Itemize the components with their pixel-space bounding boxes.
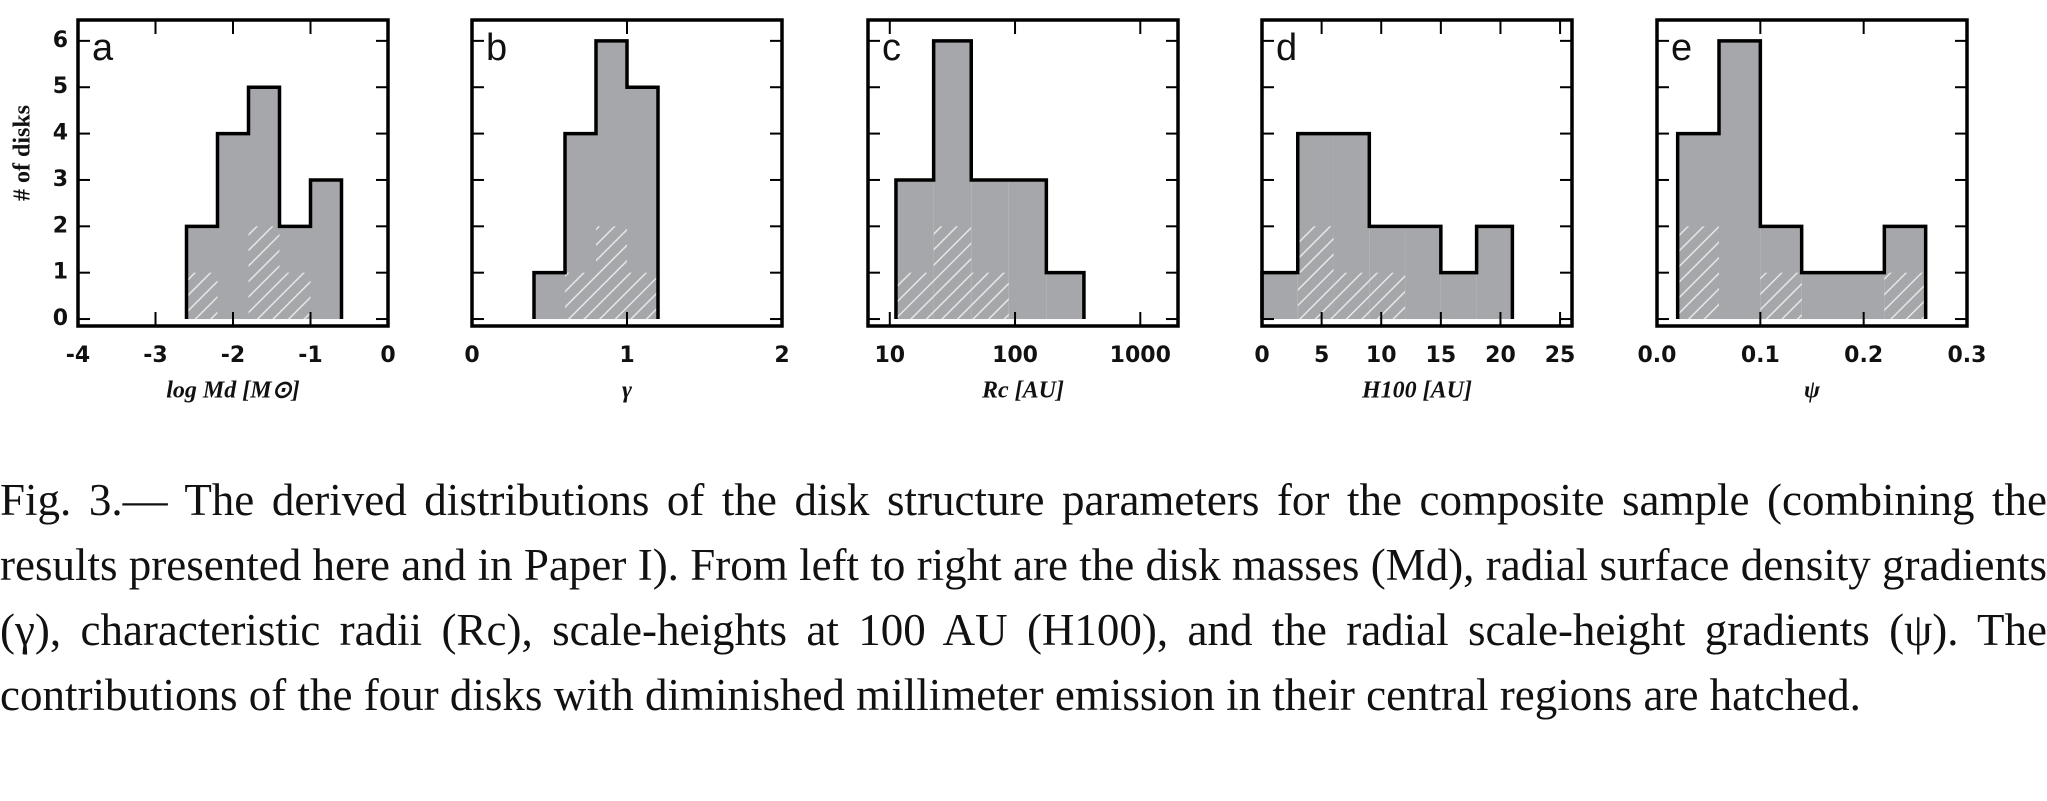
x-tick-label: -4 — [66, 343, 90, 368]
hatched-bar — [248, 226, 280, 320]
frame — [1655, 18, 1969, 328]
hatched-bar — [971, 272, 1009, 320]
x-tick-label: 1000 — [1110, 343, 1171, 368]
bar — [1262, 272, 1298, 320]
bar — [1476, 226, 1513, 320]
x-tick-label: 0.3 — [1948, 343, 1987, 368]
panel-letter: d — [1276, 27, 1297, 69]
histogram-outline — [894, 39, 1086, 320]
frame — [470, 18, 784, 328]
y-tick-label: 0 — [53, 306, 68, 331]
bar — [1046, 272, 1084, 320]
y-tick-label: 5 — [53, 74, 68, 99]
histogram-outline — [1260, 131, 1515, 320]
hatched-bar — [565, 272, 596, 320]
hatched-bar — [1333, 272, 1370, 320]
x-axis-label: Rc [AU] — [981, 378, 1064, 404]
bar — [534, 272, 565, 320]
x-tick-label: 0.0 — [1638, 343, 1677, 368]
x-tick-label: 25 — [1545, 343, 1576, 368]
bar — [1719, 40, 1761, 320]
bar — [1440, 272, 1477, 320]
histogram-outline — [1675, 39, 1928, 320]
bar — [1405, 226, 1441, 320]
histogram-outline — [184, 85, 344, 320]
bar — [1008, 179, 1047, 320]
bar — [217, 133, 249, 320]
x-tick-label: 10 — [874, 343, 905, 368]
x-tick-label: -2 — [221, 343, 245, 368]
x-tick-label: 0 — [380, 343, 395, 368]
panel-letter: e — [1671, 27, 1692, 69]
y-tick-label: 2 — [53, 213, 68, 238]
x-tick-label: -3 — [143, 343, 167, 368]
x-tick-label: 0 — [464, 343, 479, 368]
panel-letter: a — [92, 27, 114, 69]
x-tick-label: 10 — [1366, 343, 1397, 368]
x-axis-label: ψ — [1804, 378, 1821, 404]
hatched-bar — [1297, 226, 1334, 320]
x-tick-label: 0.2 — [1844, 343, 1883, 368]
hatched-bar — [933, 226, 972, 320]
hatched-bar — [627, 272, 658, 320]
bar — [1801, 272, 1843, 320]
figure: 0 1 2 3 4 5 6 -4 -3 -2 -1 0 a log Md [M⊙] # of disks 0 1… — [10, 18, 1987, 404]
bar — [310, 179, 342, 320]
y-tick-label: 1 — [53, 260, 68, 285]
frame — [1260, 18, 1574, 328]
x-tick-label: 0.1 — [1741, 343, 1780, 368]
caption: Fig. 3.— The derived distributions of th… — [0, 475, 2047, 720]
x-tick-label: -1 — [298, 343, 322, 368]
hatched-bar — [1677, 226, 1719, 320]
histogram-outline — [532, 39, 660, 320]
x-tick-label: 1 — [619, 343, 634, 368]
x-axis-label: γ — [622, 378, 632, 404]
panel-letter: c — [882, 27, 901, 69]
hatched-bar — [279, 272, 311, 320]
x-tick-label: 20 — [1485, 343, 1516, 368]
bar — [1843, 272, 1885, 320]
frame — [866, 18, 1180, 328]
x-tick-label: 100 — [992, 343, 1038, 368]
y-tick-label: 3 — [53, 167, 68, 192]
hatched-bar — [895, 272, 934, 320]
x-tick-label: 2 — [774, 343, 789, 368]
frame — [76, 18, 390, 328]
x-axis-label: log Md [M⊙] — [166, 378, 299, 404]
x-tick-label: 5 — [1314, 343, 1329, 368]
hatched-bar — [596, 226, 627, 320]
x-tick-label: 0 — [1254, 343, 1269, 368]
x-tick-label: 15 — [1426, 343, 1457, 368]
hatched-bar — [1884, 272, 1926, 320]
panel-letter: b — [486, 27, 507, 69]
y-axis-label: # of disks — [10, 105, 36, 201]
hatched-bar — [1760, 272, 1802, 320]
hatched-bar — [186, 272, 218, 320]
hatched-bar — [1369, 272, 1406, 320]
y-tick-label: 4 — [53, 121, 68, 146]
x-axis-label: H100 [AU] — [1361, 378, 1472, 404]
y-tick-label: 6 — [53, 28, 68, 53]
